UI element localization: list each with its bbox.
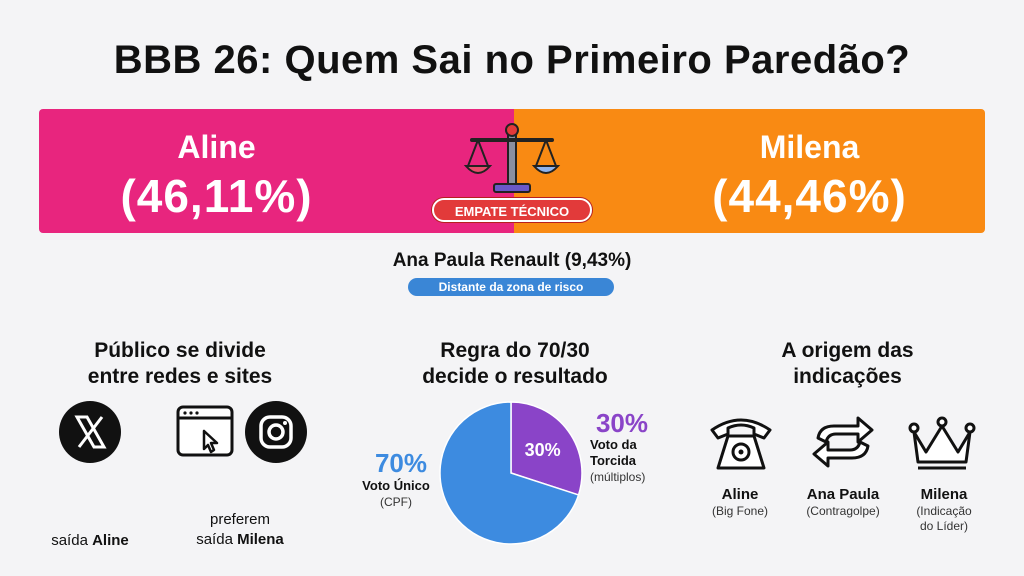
- left-slice-percent: 70%: [374, 448, 428, 478]
- caption-line: preferem: [209, 511, 271, 528]
- pie-slice-voto-unico: [439, 401, 580, 545]
- label-line: Voto Único: [362, 478, 430, 493]
- label-line: Voto da: [590, 437, 637, 452]
- tie-badge: EMPATE TÉCNICO: [432, 198, 592, 222]
- heading-line: decide o resultado: [422, 365, 608, 388]
- caption-prefix: saída: [51, 532, 93, 549]
- browser-icon: [176, 405, 234, 457]
- heading-line: indicações: [793, 365, 902, 388]
- scale-icon: [463, 123, 561, 193]
- caption-bold: Aline: [92, 532, 129, 549]
- origin-sub: do Líder): [919, 519, 969, 533]
- origin-name: Milena: [920, 486, 968, 503]
- pie-chart: 30%: [439, 401, 583, 545]
- right-caption: preferem saída Milena: [170, 510, 310, 550]
- heading-line: Regra do 70/30: [440, 339, 590, 362]
- label-line: (CPF): [380, 495, 412, 509]
- left-candidate-name: Aline: [177, 129, 256, 165]
- leader-bar: Aline (46,11%) Milena (44,46%): [39, 109, 985, 233]
- right-slice-label: Voto da Torcida (múltiplos): [590, 437, 670, 485]
- crown-icon: [908, 416, 976, 470]
- pie-slice-torcida: [510, 401, 583, 496]
- origin-item: Aline (Big Fone): [690, 486, 790, 519]
- right-candidate-percent: (44,46%): [712, 170, 907, 222]
- caption-bold: Milena: [237, 531, 284, 548]
- origin-name: Aline: [721, 486, 759, 503]
- right-slice-percent: 30%: [595, 408, 649, 438]
- section-networks-heading: Público se divide entre redes e sites: [60, 338, 300, 390]
- pie-slice-label: 30%: [525, 440, 561, 460]
- section-rule-heading: Regra do 70/30 decide o resultado: [380, 338, 650, 390]
- page-title: BBB 26: Quem Sai no Primeiro Paredão?: [113, 38, 911, 82]
- origin-item: Ana Paula (Contragolpe): [788, 486, 898, 519]
- left-candidate-panel: Aline (46,11%): [39, 109, 514, 233]
- origin-item: Milena (Indicação do Líder): [894, 486, 994, 534]
- origin-name: Ana Paula: [806, 486, 880, 503]
- heading-line: entre redes e sites: [87, 365, 273, 388]
- left-candidate-percent: (46,11%): [120, 170, 313, 222]
- origin-sub: (Contragolpe): [806, 504, 880, 518]
- telephone-icon: [710, 418, 772, 470]
- origin-sub: (Big Fone): [711, 504, 769, 518]
- third-candidate-badge: Distante da zona de risco: [408, 278, 614, 296]
- label-line: Torcida: [590, 453, 636, 468]
- right-candidate-panel: Milena (44,46%): [514, 109, 985, 233]
- right-candidate-name: Milena: [759, 129, 860, 165]
- heading-line: A origem das: [781, 339, 914, 362]
- caption-prefix: saída: [196, 531, 238, 548]
- origin-sub: (Indicação: [916, 504, 972, 518]
- third-candidate: Ana Paula Renault (9,43%): [392, 250, 632, 271]
- left-slice-label: Voto Único (CPF): [346, 478, 446, 510]
- left-caption: saída Aline: [30, 532, 150, 549]
- instagram-icon: [245, 401, 307, 463]
- heading-line: Público se divide: [94, 339, 266, 362]
- label-line: (múltiplos): [590, 470, 646, 484]
- x-logo-icon: [59, 401, 121, 463]
- swap-arrows-icon: [812, 416, 874, 468]
- section-origin-heading: A origem das indicações: [735, 338, 960, 390]
